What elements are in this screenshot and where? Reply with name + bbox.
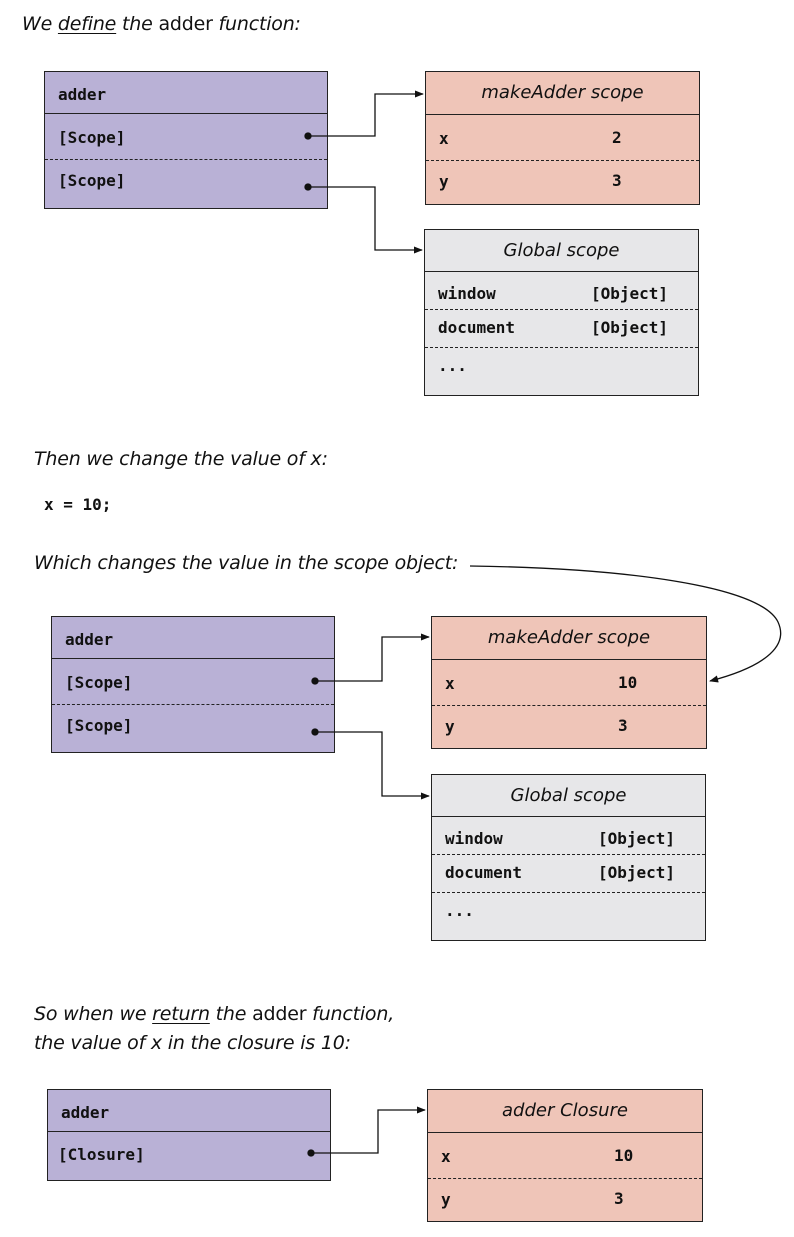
global-scope-box-2: Global scope window [Object] document [O… bbox=[431, 774, 706, 941]
var-value: 10 bbox=[614, 1146, 634, 1165]
adder-function-box-2: adder [Scope] [Scope] bbox=[51, 616, 335, 753]
scope-title: makeAdder scope bbox=[481, 82, 644, 103]
scope-header-row: Global scope bbox=[432, 775, 705, 817]
scope-slot-row: [Scope] bbox=[52, 659, 334, 705]
var-value: 3 bbox=[612, 171, 622, 190]
scope-slot-label: [Scope] bbox=[65, 716, 133, 735]
scope-var-row: document [Object] bbox=[432, 855, 705, 893]
function-name-row: adder bbox=[45, 72, 327, 114]
closure-var-row: y 3 bbox=[428, 1179, 702, 1222]
makeadder-scope-box-1: makeAdder scope x 2 y 3 bbox=[425, 71, 700, 205]
scope-var-row: window [Object] bbox=[432, 817, 705, 855]
function-name: adder bbox=[61, 1103, 110, 1122]
var-value: [Object] bbox=[598, 863, 676, 882]
adder-function-box-3: adder [Closure] bbox=[47, 1089, 331, 1181]
section2-caption2: Which changes the value in the scope obj… bbox=[34, 552, 459, 574]
var-name: x bbox=[441, 1147, 451, 1166]
var-value: 10 bbox=[618, 673, 638, 692]
section3-caption-line1: So when we return the adder function, bbox=[34, 1003, 395, 1025]
section2-caption: Then we change the value of x: bbox=[34, 448, 328, 470]
scope-header-row: makeAdder scope bbox=[432, 617, 706, 660]
closure-var-row: x 10 bbox=[428, 1133, 702, 1179]
scope-slot-row: [Scope] bbox=[52, 705, 334, 752]
function-name-row: adder bbox=[52, 617, 334, 659]
global-scope-box-1: Global scope window [Object] document [O… bbox=[424, 229, 699, 396]
scope-var-row: y 3 bbox=[426, 161, 699, 205]
scope-var-row: ... bbox=[432, 893, 705, 940]
scope-var-row: ... bbox=[425, 348, 698, 395]
closure-slot-label: [Closure] bbox=[58, 1145, 145, 1164]
scope-title: makeAdder scope bbox=[487, 627, 651, 648]
scope-header-row: Global scope bbox=[425, 230, 698, 272]
scope-slot-row: [Scope] bbox=[45, 160, 327, 208]
adder-function-box-1: adder [Scope] [Scope] bbox=[44, 71, 328, 209]
scope-slot-label: [Scope] bbox=[65, 673, 133, 692]
var-name: x bbox=[445, 674, 455, 693]
var-value: 3 bbox=[618, 716, 628, 735]
var-name: ... bbox=[438, 356, 467, 375]
function-name: adder bbox=[58, 85, 107, 104]
makeadder-scope-box-2: makeAdder scope x 10 y 3 bbox=[431, 616, 707, 749]
var-value: 3 bbox=[614, 1189, 624, 1208]
closure-slot-row: [Closure] bbox=[48, 1132, 330, 1180]
adder-closure-box: adder Closure x 10 y 3 bbox=[427, 1089, 703, 1222]
closure-title: adder Closure bbox=[502, 1100, 628, 1121]
var-name: x bbox=[439, 129, 449, 148]
scope-title: Global scope bbox=[510, 785, 627, 806]
function-name-row: adder bbox=[48, 1090, 330, 1132]
scope-slot-row: [Scope] bbox=[45, 114, 327, 160]
scope-slot-label: [Scope] bbox=[58, 171, 126, 190]
var-value: [Object] bbox=[598, 829, 676, 848]
section3-caption-line2: the value of x in the closure is 10: bbox=[34, 1032, 351, 1054]
function-name: adder bbox=[65, 630, 114, 649]
scope-title: Global scope bbox=[503, 240, 620, 261]
scope-header-row: makeAdder scope bbox=[426, 72, 699, 115]
closure-header-row: adder Closure bbox=[428, 1090, 702, 1133]
var-name: ... bbox=[445, 901, 474, 920]
var-name: document bbox=[438, 318, 516, 337]
scope-var-row: x 2 bbox=[426, 115, 699, 161]
var-name: window bbox=[438, 284, 496, 303]
scope-slot-label: [Scope] bbox=[58, 128, 126, 147]
var-name: y bbox=[441, 1190, 451, 1209]
var-name: y bbox=[445, 717, 455, 736]
scope-var-row: y 3 bbox=[432, 706, 706, 749]
scope-var-row: window [Object] bbox=[425, 272, 698, 310]
var-value: [Object] bbox=[591, 284, 669, 303]
section1-caption: We define the adder function: bbox=[22, 13, 301, 35]
code-snippet: x = 10; bbox=[44, 495, 112, 514]
var-name: window bbox=[445, 829, 503, 848]
scope-var-row: document [Object] bbox=[425, 310, 698, 348]
var-value: [Object] bbox=[591, 318, 669, 337]
var-name: document bbox=[445, 863, 523, 882]
var-name: y bbox=[439, 172, 449, 191]
var-value: 2 bbox=[612, 128, 622, 147]
scope-var-row: x 10 bbox=[432, 660, 706, 706]
